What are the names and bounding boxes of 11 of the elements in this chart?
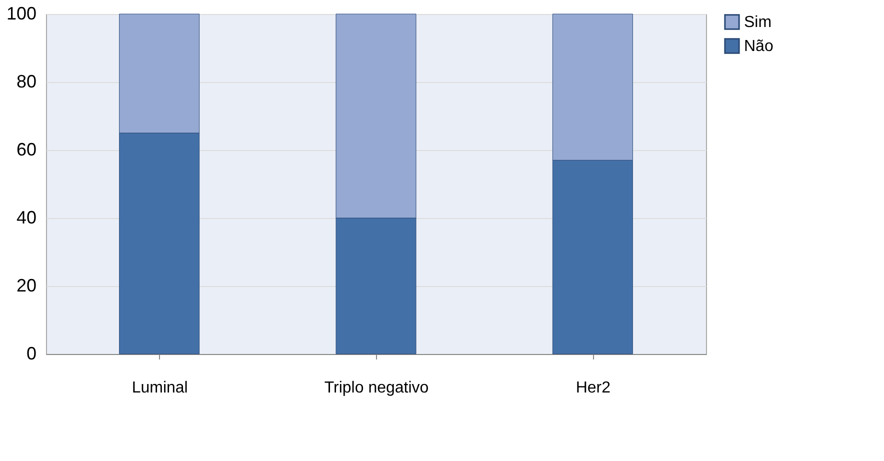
x-tick-label: Triplo negativo (324, 380, 429, 396)
x-tick-label: Her2 (576, 380, 611, 396)
y-tick-label: 0 (26, 344, 36, 364)
y-tick-label: 20 (16, 276, 36, 296)
y-tick-label: 60 (16, 140, 36, 160)
legend-label: Sim (744, 14, 772, 31)
y-tick-label: 80 (16, 72, 36, 92)
y-tick-label: 100 (6, 4, 36, 24)
y-tick-label: 40 (16, 208, 36, 228)
x-tick-label: Luminal (132, 380, 188, 396)
legend-label: Não (744, 38, 774, 55)
